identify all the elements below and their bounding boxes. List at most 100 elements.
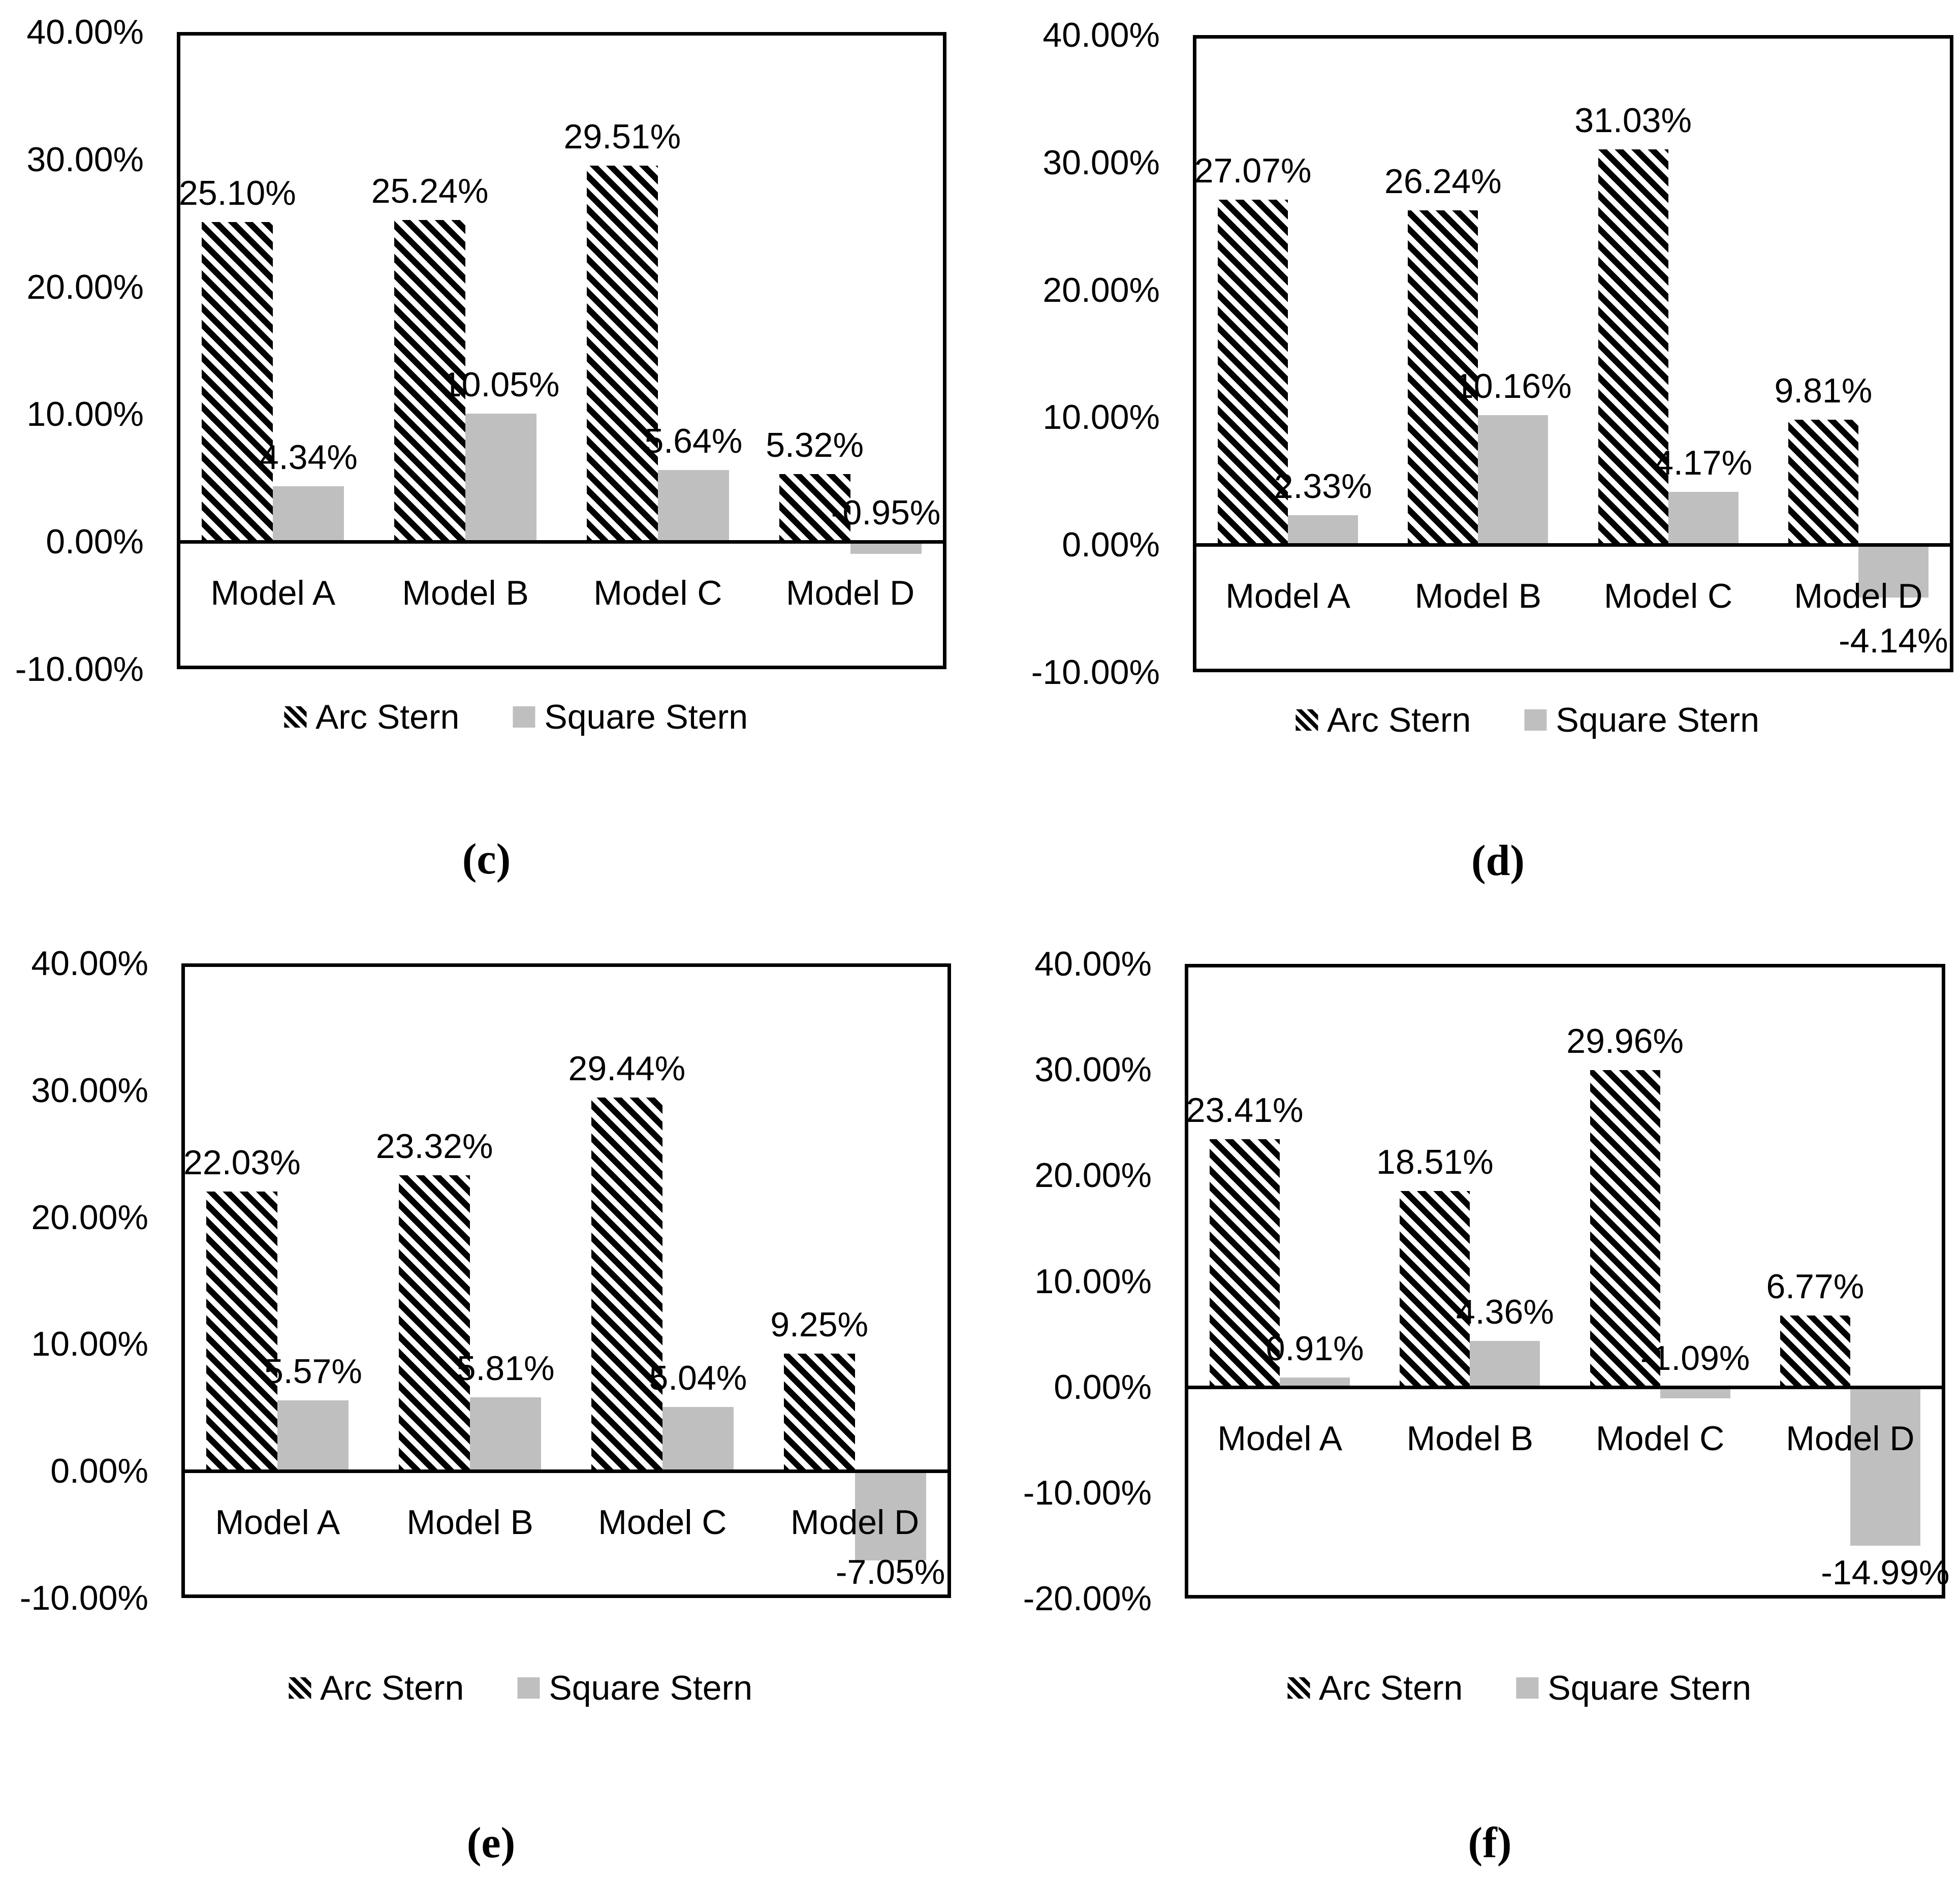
category-label: Model A — [1225, 577, 1350, 616]
bar-square-stern — [1850, 1387, 1920, 1546]
arc-stern-legend-swatch-icon — [288, 1677, 311, 1699]
data-label-arc-stern: 9.25% — [770, 1305, 869, 1344]
data-label-square-stern: 4.36% — [1456, 1292, 1554, 1331]
zero-axis-line — [1196, 543, 1950, 547]
bar-square-stern — [657, 469, 729, 544]
data-label-square-stern: 0.91% — [1266, 1329, 1364, 1368]
data-label-square-stern: 4.34% — [259, 438, 358, 477]
zero-axis-line — [185, 1469, 947, 1474]
plot-area — [177, 32, 946, 669]
data-label-arc-stern: 23.32% — [375, 1126, 493, 1166]
bar-square-stern — [277, 1400, 349, 1473]
bar-square-stern — [1478, 415, 1548, 547]
chart-caption: (e) — [466, 1818, 516, 1867]
y-tick-label: 10.00% — [1034, 1262, 1152, 1301]
y-tick-label: 10.00% — [31, 1325, 148, 1364]
data-label-arc-stern: 6.77% — [1766, 1267, 1864, 1306]
y-tick-label: 40.00% — [1034, 945, 1152, 983]
y-tick-label: -10.00% — [1031, 653, 1160, 692]
data-label-square-stern: -7.05% — [835, 1553, 945, 1591]
data-label-square-stern: -4.14% — [1839, 621, 1948, 661]
bar-square-stern — [1668, 491, 1738, 547]
zero-axis-line — [1188, 1385, 1942, 1389]
legend-label-square-stern: Square Stern — [549, 1669, 753, 1707]
y-tick-label: 20.00% — [1042, 270, 1160, 309]
square-stern-legend-swatch-icon — [513, 706, 535, 728]
category-label: Model D — [1794, 577, 1923, 616]
y-tick-label: 20.00% — [31, 1198, 148, 1237]
bar-arc-stern — [202, 222, 273, 544]
bar-arc-stern — [586, 166, 658, 544]
category-label: Model C — [598, 1503, 727, 1542]
bar-square-stern — [1858, 545, 1929, 598]
category-label: Model C — [1596, 1419, 1725, 1458]
zero-axis-line — [180, 540, 943, 544]
bar-square-stern — [470, 1397, 542, 1473]
y-tick-label: -10.00% — [15, 650, 144, 688]
bar-square-stern — [662, 1407, 734, 1473]
data-label-square-stern: 10.16% — [1455, 367, 1572, 406]
y-tick-label: 10.00% — [26, 395, 144, 434]
y-tick-label: 10.00% — [1042, 398, 1160, 437]
data-label-arc-stern: 26.24% — [1384, 162, 1502, 201]
data-label-arc-stern: 23.41% — [1186, 1091, 1304, 1130]
legend-label-arc-stern: Arc Stern — [315, 698, 460, 736]
plot-area — [1193, 35, 1953, 672]
y-tick-label: 40.00% — [1042, 16, 1160, 54]
category-label: Model D — [1786, 1419, 1915, 1458]
legend-label-square-stern: Square Stern — [1556, 701, 1760, 739]
category-label: Model C — [593, 574, 722, 613]
legend-label-arc-stern: Arc Stern — [320, 1669, 464, 1707]
y-tick-label: 0.00% — [46, 522, 144, 561]
bar-arc-stern — [1788, 420, 1858, 547]
data-label-square-stern: 5.81% — [456, 1349, 555, 1388]
data-label-arc-stern: 31.03% — [1574, 101, 1692, 140]
y-tick-label: 30.00% — [31, 1071, 148, 1110]
arc-stern-legend-swatch-icon — [1295, 709, 1318, 731]
data-label-arc-stern: 25.24% — [371, 172, 489, 211]
data-label-arc-stern: 22.03% — [183, 1143, 301, 1182]
chart-caption: (c) — [462, 834, 511, 883]
category-label: Model D — [791, 1503, 920, 1542]
bar-square-stern — [465, 414, 537, 544]
bar-square-stern — [273, 486, 344, 544]
arc-stern-legend-swatch-icon — [1287, 1677, 1310, 1699]
bar-arc-stern — [1780, 1315, 1850, 1389]
bar-arc-stern — [1598, 149, 1668, 547]
bar-arc-stern — [206, 1191, 278, 1473]
legend: Arc Stern Square Stern — [1295, 700, 1759, 740]
y-tick-label: 0.00% — [1062, 525, 1160, 565]
data-label-arc-stern: 25.10% — [179, 173, 296, 212]
bar-square-stern — [855, 1471, 926, 1561]
square-stern-legend-swatch-icon — [1516, 1677, 1539, 1699]
bar-arc-stern — [1210, 1139, 1280, 1389]
chart-caption: (d) — [1471, 836, 1525, 885]
bar-arc-stern — [399, 1175, 470, 1473]
data-label-square-stern: 10.05% — [442, 365, 560, 404]
bar-square-stern — [850, 542, 922, 554]
data-label-arc-stern: 29.44% — [568, 1049, 686, 1088]
data-label-square-stern: -14.99% — [1821, 1553, 1950, 1592]
legend: Arc Stern Square Stern — [283, 697, 748, 737]
bar-arc-stern — [783, 1354, 855, 1473]
chart-caption: (f) — [1468, 1818, 1512, 1867]
data-label-arc-stern: 29.51% — [563, 117, 681, 156]
legend: Arc Stern Square Stern — [288, 1668, 753, 1708]
y-tick-label: -10.00% — [19, 1579, 148, 1617]
data-label-arc-stern: 27.07% — [1194, 151, 1312, 191]
bar-square-stern — [1470, 1340, 1540, 1389]
y-tick-label: 30.00% — [26, 140, 144, 179]
bar-square-stern — [1660, 1387, 1730, 1399]
legend-label-arc-stern: Arc Stern — [1318, 1669, 1463, 1707]
category-label: Model B — [1406, 1419, 1534, 1458]
bar-arc-stern — [591, 1097, 662, 1473]
bar-square-stern — [1288, 515, 1358, 547]
data-label-square-stern: 5.57% — [264, 1352, 362, 1391]
data-label-arc-stern: 9.81% — [1774, 371, 1873, 411]
y-tick-label: 20.00% — [1034, 1156, 1152, 1195]
data-label-arc-stern: 5.32% — [766, 425, 864, 464]
category-label: Model A — [215, 1503, 340, 1542]
y-tick-label: 30.00% — [1034, 1050, 1152, 1089]
